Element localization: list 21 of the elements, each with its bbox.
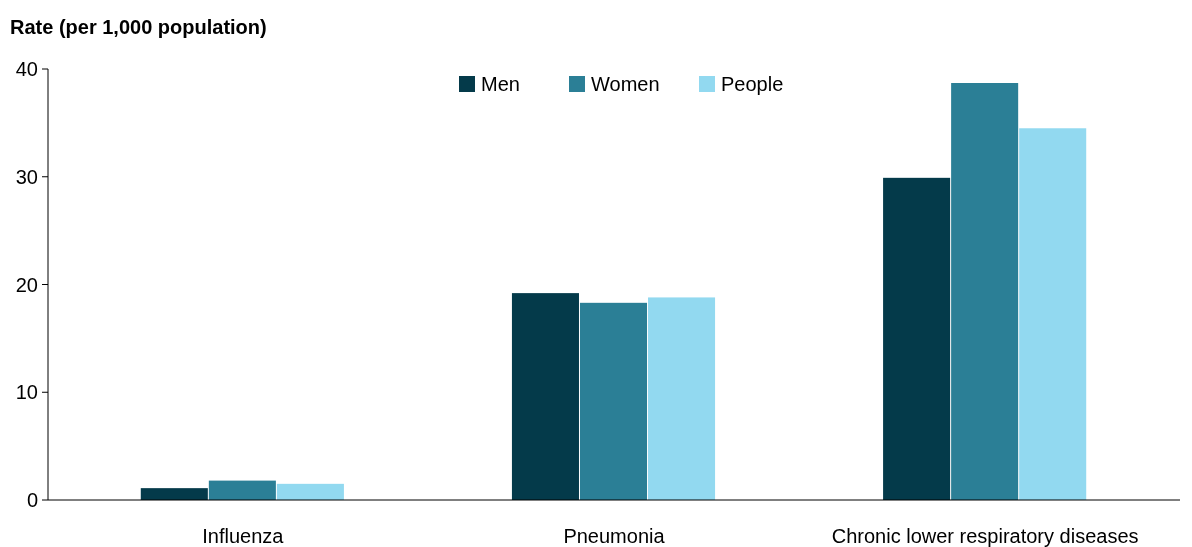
bar: [511, 293, 579, 500]
y-axis-title: Rate (per 1,000 population): [10, 16, 267, 38]
x-tick-label: Chronic lower respiratory diseases: [831, 525, 1139, 547]
y-tick-label: 40: [15, 58, 38, 80]
bar: [951, 83, 1019, 500]
bar: [579, 302, 648, 500]
y-tick-label: 10: [15, 381, 38, 404]
x-tick-label: Influenza: [202, 525, 285, 547]
y-tick-label: 0: [26, 489, 38, 511]
x-tick-label: Pneumonia: [563, 525, 666, 547]
bar: [1019, 128, 1087, 500]
bar: [208, 480, 276, 500]
y-tick-label: 30: [15, 165, 38, 188]
bar: [648, 297, 716, 500]
bar: [276, 483, 344, 500]
y-tick-label: 20: [15, 273, 38, 296]
legend-label: Women: [591, 73, 660, 95]
bar: [140, 488, 208, 500]
bar: [883, 177, 951, 500]
legend-label: People: [721, 73, 784, 95]
legend-label: Men: [481, 73, 520, 95]
